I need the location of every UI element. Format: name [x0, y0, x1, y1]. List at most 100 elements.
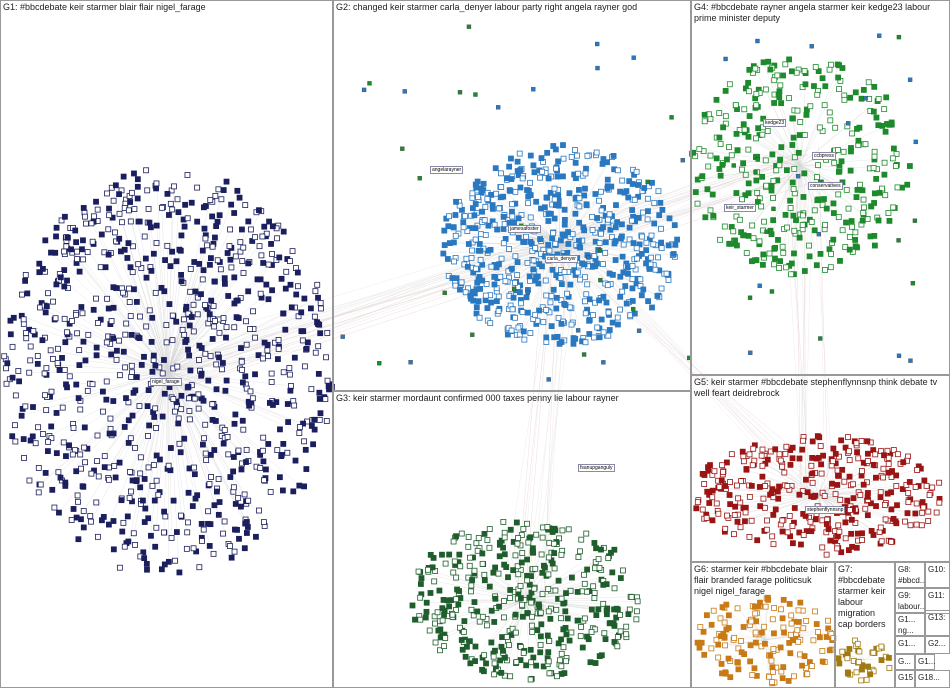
edge [22, 371, 169, 410]
node [704, 186, 711, 193]
node [717, 615, 724, 622]
node [656, 212, 663, 219]
node [113, 356, 120, 363]
node [282, 285, 289, 292]
node [153, 240, 160, 246]
node [515, 571, 522, 578]
node [259, 233, 266, 240]
edge [764, 634, 791, 641]
node [137, 313, 143, 320]
node [450, 224, 457, 231]
node [841, 96, 848, 103]
node [450, 538, 457, 545]
node [475, 194, 482, 201]
node [740, 458, 747, 465]
node [617, 628, 624, 635]
node [774, 72, 781, 79]
node [634, 255, 640, 262]
node [626, 236, 633, 243]
node [472, 643, 479, 650]
node [488, 639, 495, 646]
node [838, 437, 845, 444]
node [527, 534, 534, 541]
node [559, 231, 566, 238]
node [472, 658, 478, 664]
node [471, 212, 478, 219]
node [137, 454, 144, 461]
node [142, 505, 149, 512]
node [753, 135, 759, 142]
node [514, 563, 521, 570]
node [701, 651, 708, 658]
node [480, 668, 487, 675]
node [579, 644, 586, 651]
node [787, 197, 793, 204]
node-label: ccbpress [812, 152, 837, 160]
node [721, 619, 728, 626]
node [423, 599, 430, 606]
node [550, 286, 557, 293]
node [459, 646, 466, 653]
node [734, 147, 741, 154]
node [196, 564, 203, 571]
node [892, 163, 899, 169]
node [530, 162, 537, 169]
node [93, 295, 99, 302]
node [15, 368, 22, 374]
node [132, 444, 138, 451]
node [596, 297, 602, 304]
node [598, 188, 604, 195]
node [784, 529, 791, 536]
node [209, 401, 216, 408]
node [552, 240, 559, 247]
node [650, 241, 657, 248]
node [575, 554, 582, 561]
node [746, 451, 753, 458]
node [523, 662, 530, 669]
node [27, 343, 34, 350]
node [150, 250, 157, 257]
node [323, 354, 329, 361]
node [707, 152, 714, 159]
node [745, 180, 752, 187]
node [848, 530, 855, 537]
node [462, 653, 469, 660]
node [581, 615, 588, 622]
node [581, 580, 588, 587]
edge [764, 602, 801, 641]
node [423, 608, 430, 615]
node [274, 447, 281, 454]
node [312, 349, 319, 356]
node [179, 326, 186, 333]
node [817, 250, 824, 257]
node [545, 571, 552, 578]
node [767, 227, 774, 234]
node [303, 466, 310, 472]
edge [167, 371, 249, 462]
node-label: conservatives [808, 182, 843, 190]
node [200, 397, 207, 404]
node [757, 503, 764, 509]
node [120, 348, 127, 355]
node [548, 323, 555, 330]
node [128, 374, 135, 380]
node [158, 566, 165, 573]
node [752, 610, 759, 617]
node [858, 468, 865, 474]
node [116, 210, 123, 217]
node [523, 294, 530, 301]
node [812, 64, 819, 70]
node [220, 530, 226, 537]
node [209, 243, 216, 250]
node [796, 234, 803, 241]
node [127, 218, 134, 225]
node [43, 407, 50, 414]
node [169, 312, 176, 319]
node [221, 427, 228, 433]
node [745, 88, 752, 95]
node [553, 305, 560, 312]
node [913, 139, 918, 145]
node [760, 495, 767, 502]
node [245, 218, 252, 225]
node [153, 222, 160, 229]
